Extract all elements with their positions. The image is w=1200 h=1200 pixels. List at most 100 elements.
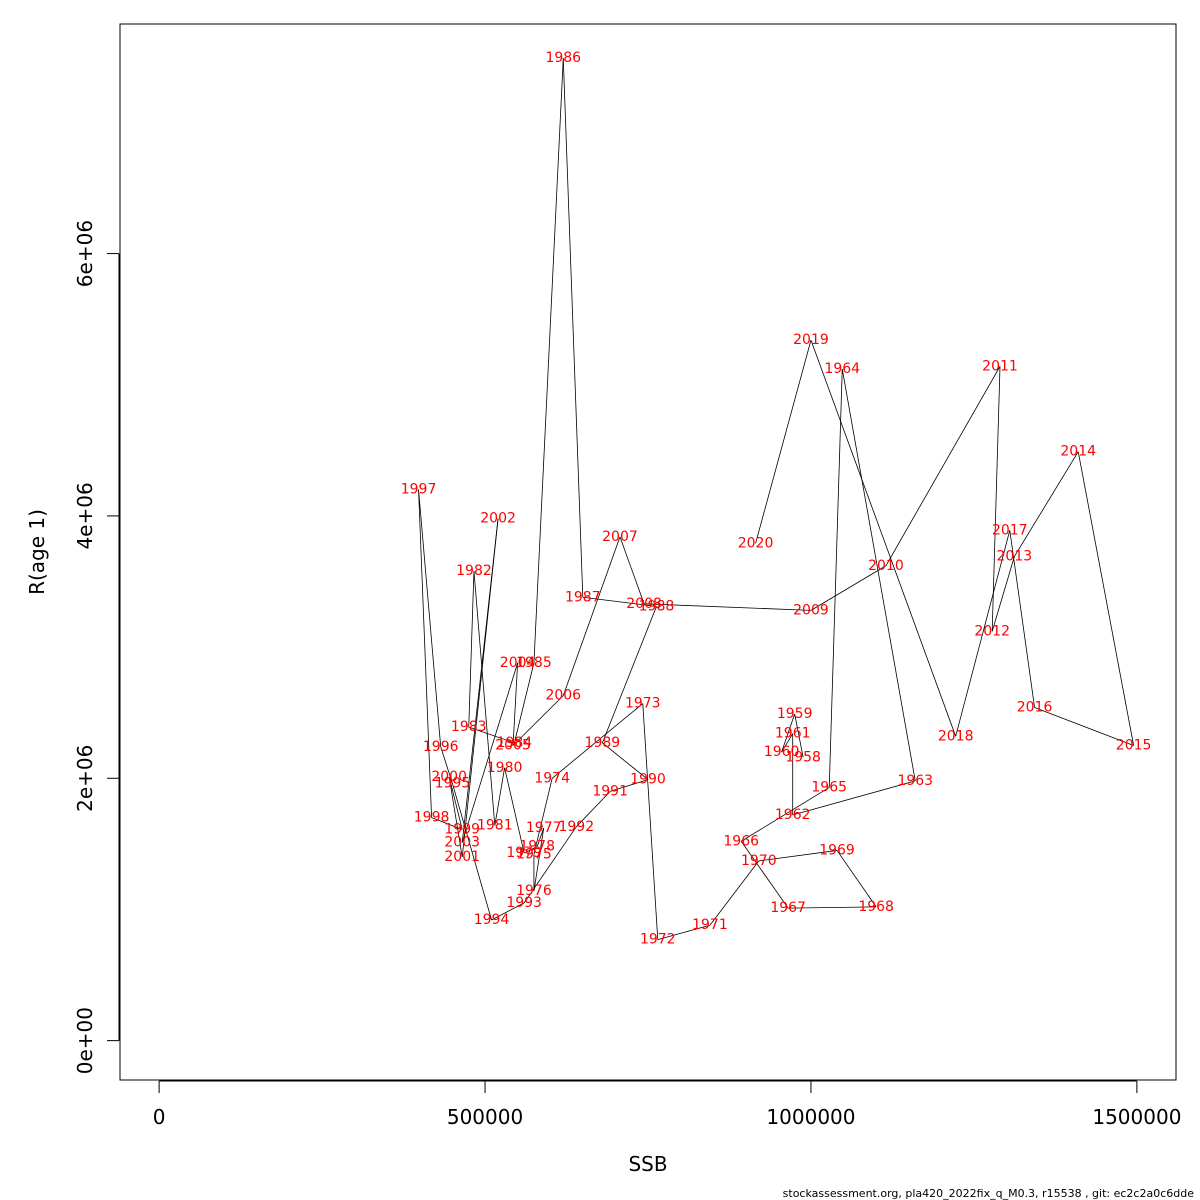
segment-1965-1966 <box>741 787 830 842</box>
point-label-1981: 1981 <box>477 818 513 834</box>
segment-1963-1964 <box>841 368 916 781</box>
segment-1982-1983 <box>468 571 475 728</box>
x-tick-label: 0 <box>153 1105 166 1129</box>
point-label-1977: 1977 <box>526 820 562 836</box>
point-label-2016: 2016 <box>1017 699 1053 715</box>
point-label-1992: 1992 <box>558 819 594 835</box>
segment-2013-2014 <box>1013 451 1079 557</box>
segment-1972-1973 <box>642 703 659 940</box>
y-axis: 0e+00 2e+06 4e+06 6e+06 <box>73 220 120 1074</box>
point-label-2006: 2006 <box>545 688 581 704</box>
point-label-2009: 2009 <box>793 602 829 618</box>
point-label-1979: 1979 <box>506 845 542 861</box>
point-label-2000: 2000 <box>431 769 467 785</box>
segment-1969-1970 <box>758 850 838 862</box>
x-tick-label: 1500000 <box>1092 1105 1181 1129</box>
point-label-1963: 1963 <box>897 773 933 789</box>
point-label-1988: 1988 <box>639 598 675 614</box>
segment-2006-2007 <box>562 536 621 696</box>
segment-1990-1991 <box>610 779 649 792</box>
point-label-2012: 2012 <box>974 623 1010 639</box>
point-label-2003: 2003 <box>444 835 480 851</box>
segment-2008-2009 <box>644 603 811 611</box>
plot-frame <box>119 23 1177 1081</box>
segment-1970-1971 <box>709 860 760 926</box>
segment-1991-1992 <box>576 791 611 828</box>
segment-2012-2013 <box>991 556 1015 632</box>
point-label-2008: 2008 <box>626 596 662 612</box>
point-label-1973: 1973 <box>625 696 661 712</box>
segment-1971-1972 <box>657 924 711 941</box>
point-label-1985: 1985 <box>516 655 552 671</box>
x-tick-label: 500000 <box>447 1105 523 1129</box>
point-label-1976: 1976 <box>516 883 552 899</box>
segment-1997-1998 <box>418 489 432 818</box>
segment-2000-2001 <box>448 776 463 858</box>
point-label-1989: 1989 <box>585 735 621 751</box>
point-label-2005: 2005 <box>495 737 531 753</box>
segment-1977-1978 <box>536 828 545 847</box>
segment-1959-1960 <box>781 713 796 753</box>
point-label-1966: 1966 <box>723 833 759 849</box>
segment-2011-2012 <box>991 366 1001 632</box>
segment-1996-1997 <box>418 489 442 747</box>
segment-2005-2006 <box>512 695 564 746</box>
segment-1999-2000 <box>448 776 463 830</box>
segment-1980-1981 <box>494 767 505 826</box>
point-label-1971: 1971 <box>692 917 728 933</box>
point-label-1999: 1999 <box>444 821 480 837</box>
point-labels: 1958 1959 1960 1961 1962 1963 1964 1965 1966 1967… <box>401 50 1152 948</box>
segment-1968-1969 <box>836 850 877 908</box>
point-label-1984: 1984 <box>497 735 533 751</box>
segment-2007-2008 <box>619 536 645 604</box>
point-label-1993: 1993 <box>506 895 542 911</box>
point-label-2018: 2018 <box>938 728 974 744</box>
segment-1966-1967 <box>740 841 789 909</box>
segment-1958-1959 <box>794 713 804 758</box>
segment-1978-1979 <box>523 846 538 854</box>
point-label-1987: 1987 <box>565 589 601 605</box>
point-label-2010: 2010 <box>868 558 904 574</box>
point-label-2001: 2001 <box>444 849 480 865</box>
segment-1960-1961 <box>781 733 794 753</box>
segment-2016-2017 <box>1009 530 1035 708</box>
point-label-2013: 2013 <box>997 549 1033 565</box>
y-axis-title: R(age 1) <box>25 509 49 595</box>
point-label-1969: 1969 <box>819 842 855 858</box>
y-tick-label: 2e+06 <box>73 745 97 812</box>
segment-1994-1995 <box>452 783 492 921</box>
point-label-1995: 1995 <box>435 776 471 792</box>
point-label-1994: 1994 <box>474 912 510 928</box>
segment-1988-1989 <box>601 606 657 744</box>
segment-2002-2003 <box>461 518 499 843</box>
point-label-1958: 1958 <box>785 749 821 765</box>
point-label-1961: 1961 <box>775 726 811 742</box>
x-axis-title: SSB <box>628 1152 667 1176</box>
x-tick-label: 1000000 <box>766 1105 855 1129</box>
point-label-2019: 2019 <box>793 332 829 348</box>
segment-2018-2019 <box>810 340 957 737</box>
y-tick-label: 4e+06 <box>73 482 97 549</box>
point-label-1986: 1986 <box>545 50 581 66</box>
segment-1984-1985 <box>513 662 535 743</box>
segment-1964-1965 <box>828 368 843 788</box>
point-label-1998: 1998 <box>414 810 450 826</box>
segment-1976-1977 <box>533 828 545 892</box>
segment-2003-2004 <box>461 662 519 843</box>
point-label-2011: 2011 <box>982 358 1018 374</box>
point-label-2017: 2017 <box>992 522 1028 538</box>
point-label-1964: 1964 <box>824 361 860 377</box>
point-label-1978: 1978 <box>519 838 555 854</box>
point-label-1960: 1960 <box>764 744 800 760</box>
segment-2009-2010 <box>810 565 887 611</box>
point-label-2020: 2020 <box>738 535 774 551</box>
x-axis: 0 500000 1000000 1500000 <box>153 1080 1181 1129</box>
point-label-1959: 1959 <box>777 706 813 722</box>
point-label-1996: 1996 <box>423 739 459 755</box>
point-label-1975: 1975 <box>516 846 552 862</box>
point-label-2007: 2007 <box>602 529 638 545</box>
point-label-1990: 1990 <box>630 772 666 788</box>
point-label-1980: 1980 <box>487 760 523 776</box>
